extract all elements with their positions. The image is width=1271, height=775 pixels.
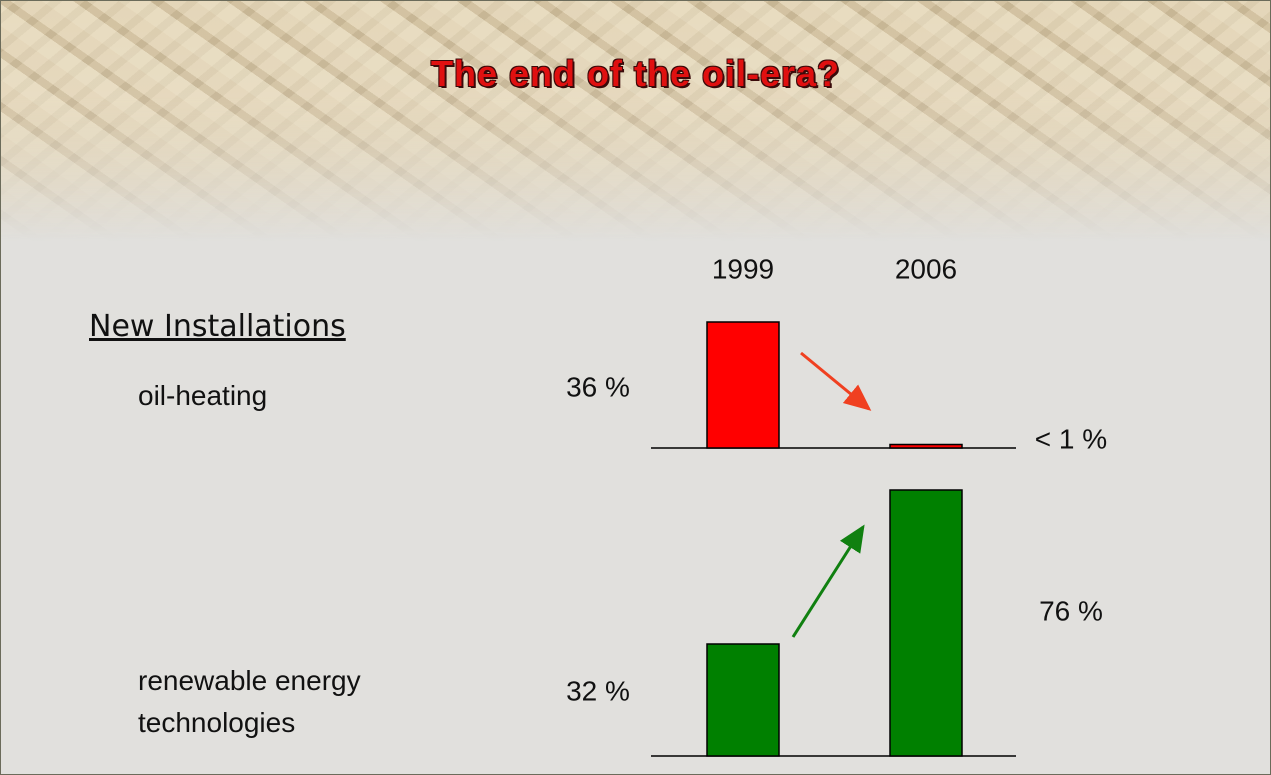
arrow [793, 527, 863, 637]
value-label: 36 % [566, 371, 630, 402]
x-tick-label: 1999 [712, 253, 774, 284]
x-tick-label: 2006 [895, 253, 957, 284]
bar [890, 445, 962, 449]
bar [707, 322, 779, 448]
value-label: 32 % [566, 675, 630, 706]
arrow [801, 353, 869, 409]
value-label: 76 % [1039, 595, 1103, 626]
bar [707, 644, 779, 756]
value-label: < 1 % [1035, 423, 1107, 454]
chart: 1999 2006 36 % < 1 % 32 % 76 % [1, 1, 1270, 774]
slide: The end of the oil-era? New Installation… [0, 0, 1271, 775]
bar [890, 490, 962, 756]
